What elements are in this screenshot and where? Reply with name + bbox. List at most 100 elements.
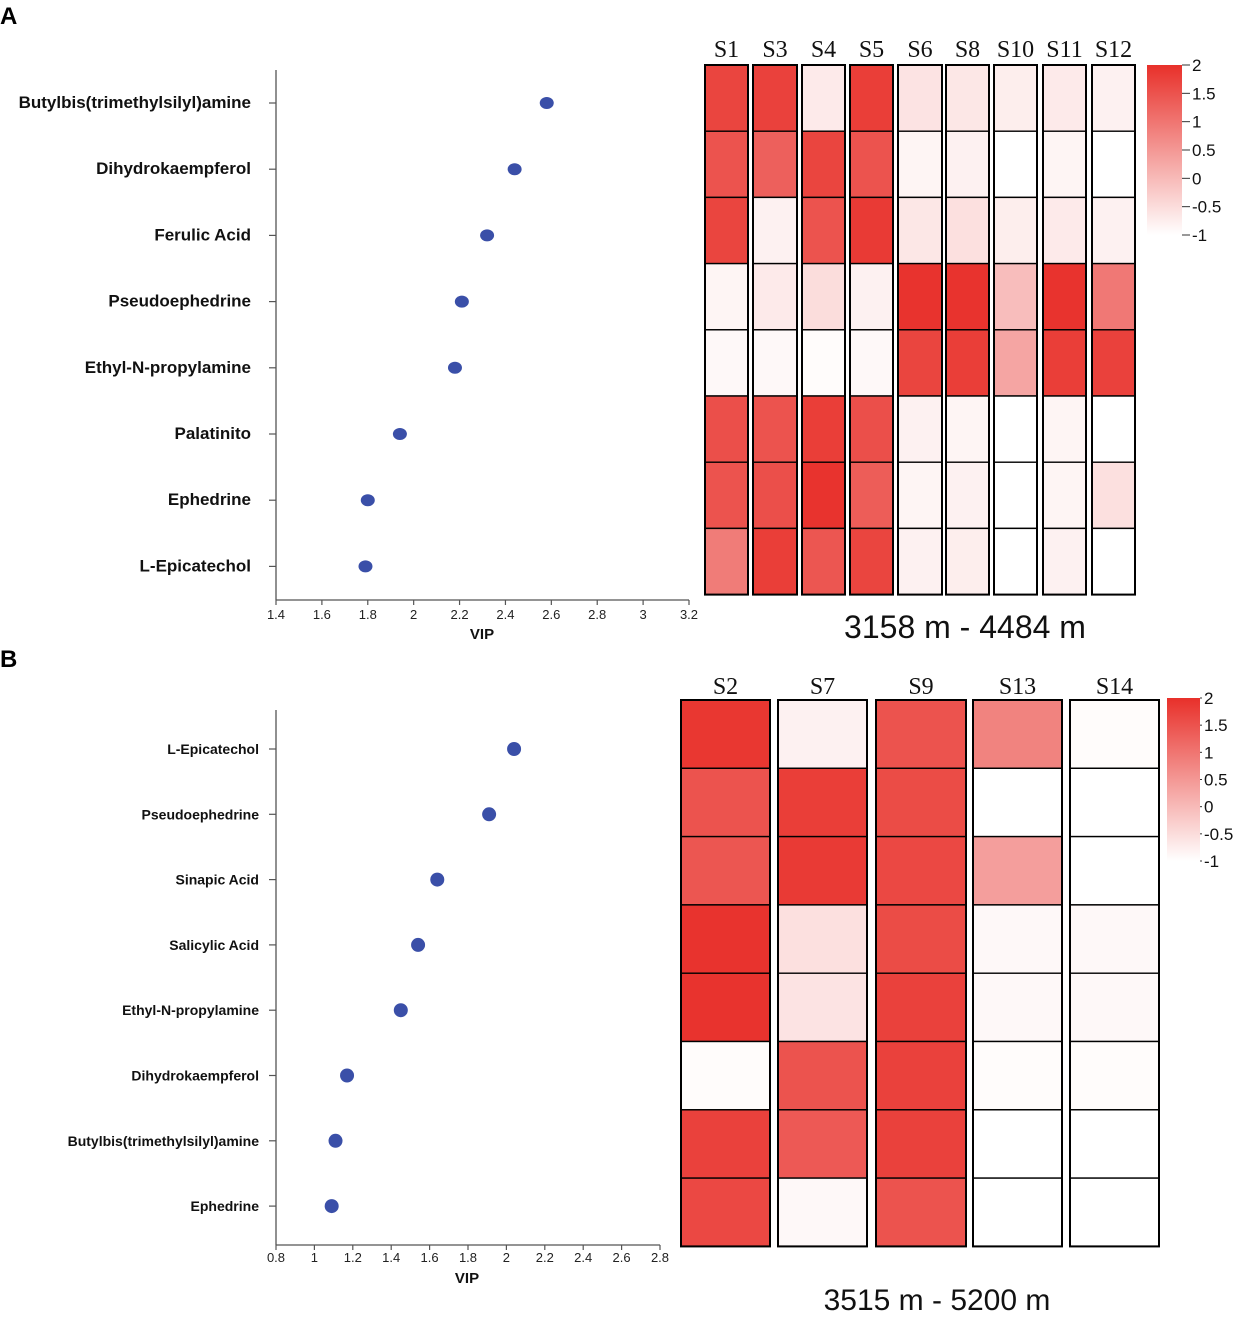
colorbar-tick-label: 0.5: [1192, 141, 1216, 160]
heatmap-cell: [1069, 699, 1160, 770]
heatmap-cell: [945, 461, 990, 530]
heatmap-cell: [875, 1177, 967, 1248]
vip-point: [358, 560, 373, 573]
heatmap-cell: [897, 527, 943, 596]
colorbar-tick-label: -1: [1204, 852, 1219, 871]
heatmap-cell: [993, 329, 1038, 397]
heatmap-cell: [993, 64, 1038, 132]
colorbar-tick-label: 1.5: [1192, 84, 1216, 103]
heatmap-title: 3515 m - 5200 m: [824, 1284, 1051, 1317]
heatmap-cell: [993, 395, 1038, 463]
heatmap-cell: [972, 904, 1063, 974]
heatmap-cell: [752, 461, 798, 530]
sample-label: S8: [955, 37, 980, 63]
vip-point: [328, 1133, 343, 1148]
heatmap-cell: [945, 196, 990, 265]
heatmap-cell: [777, 699, 868, 770]
heatmap-cell: [752, 527, 798, 596]
colorbar-tick-label: -0.5: [1192, 198, 1221, 217]
colorbar-tick-label: 2: [1204, 689, 1213, 708]
heatmap-cell: [993, 262, 1038, 331]
heatmap-cell: [704, 196, 749, 265]
x-tick-label: 1.2: [344, 1250, 362, 1265]
x-tick-label: 2: [503, 1250, 510, 1265]
heatmap-title: 3158 m - 4484 m: [844, 609, 1086, 645]
metabolite-label: Dihydrokaempferol: [131, 1068, 259, 1084]
heatmap-cell: [897, 130, 943, 199]
x-axis-label: VIP: [455, 1270, 479, 1287]
plot-background: [268, 64, 698, 644]
heatmap-cell: [777, 904, 868, 974]
metabolite-label: Salicylic Acid: [169, 937, 259, 953]
colorbar-tick-label: 2: [1192, 56, 1201, 75]
heatmap-cell: [704, 64, 749, 132]
sample-label: S10: [997, 37, 1034, 63]
heatmap-cell: [1042, 527, 1087, 596]
heatmap-cell: [1069, 835, 1160, 906]
heatmap-cell: [945, 130, 990, 199]
sample-label: S6: [907, 37, 932, 63]
heatmap-column-outline: [993, 64, 1038, 596]
heatmap-cell: [801, 196, 846, 265]
sample-label: S9: [908, 674, 933, 700]
panel-letter-b: B: [0, 646, 17, 673]
heatmap-cell: [801, 64, 846, 132]
colorbar-tick-label: 1.5: [1204, 716, 1228, 735]
colorbar-tick-label: 1: [1192, 113, 1201, 132]
x-tick-label: 1.8: [459, 1250, 477, 1265]
vip-point: [539, 97, 554, 109]
sample-label: S1: [714, 37, 739, 63]
heatmap-cell: [1069, 1109, 1160, 1179]
heatmap-cell: [752, 262, 798, 331]
metabolite-label: Palatinito: [174, 424, 251, 443]
metabolite-label: Ephedrine: [191, 1198, 260, 1214]
colorbar-tick-label: -1: [1192, 226, 1207, 245]
heatmap-cell: [1069, 1177, 1160, 1248]
heatmap-cell: [1069, 904, 1160, 974]
heatmap-column-outline: [1091, 64, 1136, 596]
heatmap-cell: [752, 130, 798, 199]
heatmap-cell: [993, 527, 1038, 596]
heatmap-cell: [849, 196, 894, 265]
heatmap-cell: [972, 1109, 1063, 1179]
heatmap-cell: [801, 262, 846, 331]
x-tick-label: 2: [410, 607, 417, 622]
heatmap-cell: [897, 329, 943, 397]
vip-point: [507, 742, 522, 756]
vip-point: [507, 163, 522, 176]
sample-label: S2: [713, 674, 738, 700]
x-tick-label: 2.2: [451, 607, 469, 622]
heatmap-cell: [1042, 64, 1087, 132]
heatmap-cell: [972, 1177, 1063, 1248]
x-tick-label: 1.4: [382, 1250, 400, 1265]
heatmap-cell: [752, 395, 798, 463]
heatmap-column-outline: [777, 699, 868, 1248]
heatmap-cell: [704, 262, 749, 331]
heatmap-cell: [704, 130, 749, 199]
heatmap-cell: [801, 329, 846, 397]
colorbar-tick-label: 0: [1204, 798, 1213, 817]
heatmap-cell: [1091, 196, 1136, 265]
x-tick-label: 2.6: [613, 1250, 631, 1265]
heatmap-cell: [1042, 262, 1087, 331]
sample-label: S12: [1095, 37, 1132, 63]
metabolite-label: L-Epicatechol: [167, 741, 259, 757]
heatmap-cell: [849, 130, 894, 199]
metabolite-label: Ferulic Acid: [154, 225, 251, 244]
vip-point: [340, 1068, 355, 1083]
metabolite-label: Butylbis(trimethylsilyl)amine: [19, 93, 251, 112]
colorbar: [1147, 65, 1182, 235]
heatmap-column-outline: [972, 699, 1063, 1248]
heatmap-column-outline: [680, 699, 771, 1248]
heatmap-cell: [1091, 329, 1136, 397]
heatmap-cell: [1069, 1040, 1160, 1111]
vip-point: [360, 494, 375, 507]
heatmap-cell: [680, 1177, 771, 1248]
heatmap-cell: [1091, 527, 1136, 596]
vip-point: [324, 1199, 339, 1214]
heatmap-cell: [704, 461, 749, 530]
heatmap-cell: [752, 196, 798, 265]
heatmap-cell: [875, 1109, 967, 1179]
heatmap-cell: [680, 699, 771, 770]
vip-point: [393, 1003, 408, 1018]
